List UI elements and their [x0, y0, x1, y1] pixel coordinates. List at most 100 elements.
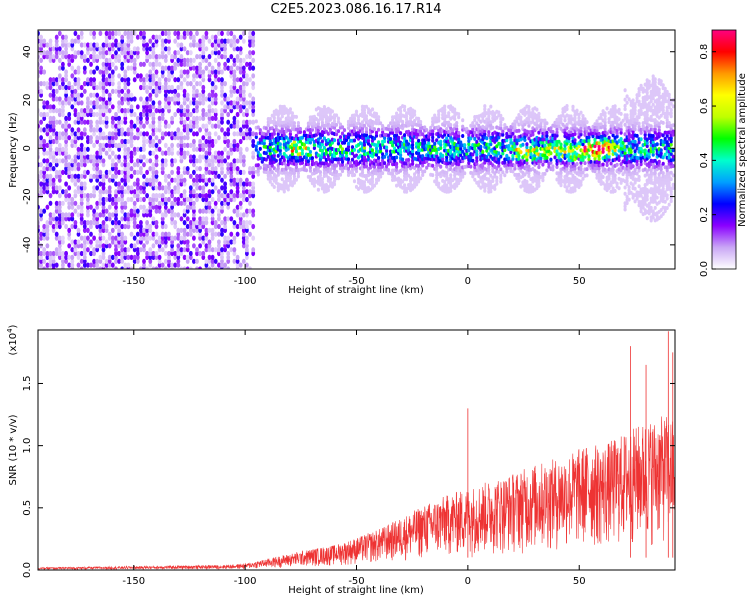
spectrogram-cell	[98, 142, 103, 148]
spectrogram-cell	[107, 61, 112, 67]
spectrogram-cell	[173, 65, 178, 71]
spectrogram-cell	[148, 258, 153, 264]
spectrogram-cell	[98, 231, 103, 237]
spectrogram-cell	[179, 131, 184, 137]
spectrogram-cell	[182, 193, 187, 199]
spectrogram-cell	[57, 223, 62, 230]
spectrogram-cell	[148, 212, 153, 218]
spectrogram-cell	[39, 258, 43, 264]
spectrogram-cell	[370, 148, 375, 153]
spectrogram-cell	[541, 162, 545, 167]
spectrogram-cell	[126, 108, 131, 114]
spectrogram-cell	[334, 122, 339, 127]
spectrogram-cell	[201, 173, 206, 179]
spectrogram-cell	[142, 42, 146, 48]
spectrogram-cell	[241, 154, 246, 160]
spectrogram-cell	[123, 42, 128, 48]
spectrogram-cell	[139, 185, 143, 191]
spectrogram-cell	[198, 81, 203, 87]
spectrogram-cell	[573, 138, 577, 143]
spectrogram-cell	[120, 193, 125, 199]
spectrogram-cell	[48, 115, 53, 121]
spectrogram-cell	[123, 138, 128, 145]
spectrogram-cell	[170, 135, 175, 141]
spectrogram-cell	[76, 84, 81, 91]
spectrogram-cell	[223, 181, 228, 187]
spectrogram-cell	[248, 61, 252, 67]
spectrogram-cell	[142, 247, 146, 253]
spectrogram-cell	[123, 54, 128, 60]
spectrogram-cell	[114, 30, 118, 36]
spectrogram-cell	[120, 96, 125, 102]
spectrogram-cell	[107, 65, 112, 71]
spectrogram-cell	[157, 243, 162, 249]
spectrogram-cell	[306, 146, 310, 151]
spectrogram-cell	[179, 154, 184, 160]
spectrogram-cell	[220, 150, 224, 156]
spectrogram-cell	[129, 138, 134, 145]
spectrogram-cell	[342, 128, 347, 133]
spectrogram-cell	[98, 169, 103, 175]
spectrogram-cell	[101, 220, 106, 226]
spectrogram-cell	[123, 69, 128, 75]
spectrogram-cell	[67, 96, 72, 102]
spectrogram-cell	[117, 154, 121, 160]
spectrogram-cell	[145, 231, 150, 237]
spectrogram-cell	[403, 104, 407, 109]
spectrogram-cell	[48, 216, 53, 222]
spectrogram-cell	[117, 104, 121, 110]
spectrogram-cell	[258, 153, 262, 158]
spectrogram-cell	[92, 262, 96, 268]
spectrogram-cell	[157, 258, 162, 264]
spectrogram-cell	[254, 132, 258, 136]
spectrogram-cell	[145, 235, 150, 241]
spectrogram-cell	[173, 92, 178, 98]
spectrogram-cell	[114, 88, 118, 94]
spectrogram-cell	[126, 65, 131, 71]
spectrogram-cell	[176, 92, 181, 98]
spectrogram-cell	[188, 81, 193, 87]
spectrogram-cell	[57, 220, 62, 226]
spectrogram-cell	[123, 247, 128, 253]
spectrogram-cell	[61, 77, 65, 83]
spectrogram-cell	[217, 189, 221, 195]
spectrogram-cell	[192, 235, 196, 241]
spectrogram-cell	[104, 262, 109, 268]
spectrogram-cell	[220, 30, 224, 36]
spectrogram-cell	[67, 262, 72, 268]
spectrogram-cell	[73, 96, 78, 102]
spectrogram-cell	[79, 212, 84, 218]
spectrogram-cell	[42, 158, 47, 164]
spectrogram-cell	[61, 38, 65, 44]
spectrogram-cell	[126, 138, 131, 145]
spectrogram-cell	[61, 220, 65, 226]
spectrogram-cell	[581, 114, 585, 118]
spectrogram-cell	[45, 123, 50, 129]
spectrogram-cell	[101, 177, 106, 183]
spectrogram-cell	[160, 42, 165, 48]
spectrogram-cell	[145, 158, 150, 164]
spectrogram-cell	[182, 239, 187, 245]
spectrogram-cell	[67, 173, 72, 179]
spectrogram-cell	[201, 250, 206, 257]
spectrogram-cell	[70, 84, 75, 91]
spectrogram-cell	[235, 111, 240, 118]
spectrogram-cell	[235, 54, 240, 60]
spectrogram-cell	[95, 247, 100, 253]
spectrogram-cell	[179, 54, 184, 60]
spectrogram-cell	[160, 200, 165, 206]
spectrogram-cell	[160, 115, 165, 121]
spectrogram-cell	[385, 145, 389, 150]
spectrogram-cell	[120, 38, 125, 44]
spectrogram-cell	[123, 150, 128, 156]
spectrogram-cell	[148, 138, 153, 145]
spectrogram-cell	[167, 84, 171, 91]
spectrogram-cell	[67, 135, 72, 141]
spectrogram-cell	[163, 123, 168, 129]
spectrogram-cell	[163, 65, 168, 71]
spectrogram-cell	[48, 104, 53, 110]
spectrogram-cell	[104, 77, 109, 83]
spectrogram-cell	[54, 262, 59, 268]
spectrogram-cell	[110, 239, 115, 245]
spectrogram-cell	[104, 227, 109, 233]
